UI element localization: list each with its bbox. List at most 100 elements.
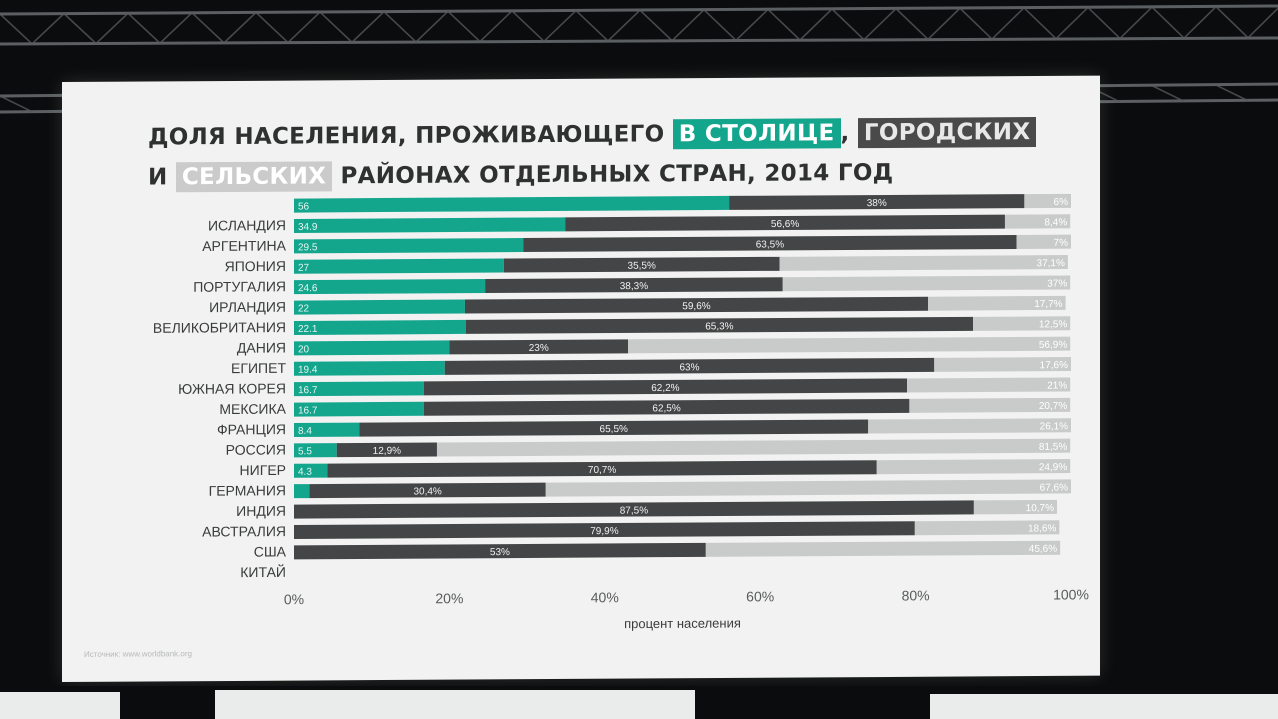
data-label-rural-сша: 45,6% (1029, 544, 1057, 555)
data-label-capital-мексика: 16.7 (298, 405, 318, 416)
data-label-urban-мексика: 62,5% (652, 403, 680, 414)
data-label-rural-португалия: 37% (1047, 278, 1067, 289)
bar-rural-top (1024, 193, 1072, 209)
data-label-capital-великобритания: 22.1 (298, 324, 318, 335)
data-label-capital-египет: 19.4 (298, 365, 318, 376)
data-label-urban-дания: 23% (529, 343, 549, 354)
data-label-urban-австралия: 79,9% (590, 526, 618, 537)
bar-rural-южная-корея (907, 377, 1071, 393)
x-tick-label-80: 80% (902, 587, 930, 603)
bar-urban-сша (294, 542, 706, 560)
bar-urban-дания (449, 339, 629, 355)
data-label-rural-дания: 56,9% (1039, 340, 1067, 351)
bar-capital-аргентина (294, 237, 524, 254)
data-label-urban-германия: 30,4% (413, 486, 441, 497)
data-label-capital-top: 56 (298, 201, 310, 212)
bar-urban-франция (359, 419, 869, 437)
bar-capital-ирландия (294, 299, 465, 315)
data-label-rural-ирландия: 17,7% (1034, 299, 1062, 310)
bar-rural-аргентина (1016, 234, 1071, 249)
x-tick-label-60: 60% (746, 588, 774, 604)
bar-urban-индия (294, 500, 974, 519)
data-label-urban-сша: 53% (490, 547, 510, 558)
data-label-urban-южная-корея: 62,2% (651, 383, 679, 394)
data-label-capital-нигер: 4.3 (298, 467, 312, 478)
category-label-египет: ЕГИПЕТ (231, 360, 286, 376)
data-label-capital-южная-корея: 16.7 (298, 385, 318, 396)
stage-floor (0, 686, 1278, 719)
bar-urban-великобритания (465, 316, 974, 334)
category-label-ирландия: ИРЛАНДИЯ (209, 299, 286, 315)
bar-urban-австралия (294, 521, 915, 539)
bar-capital-россия (294, 443, 337, 458)
bar-urban-южная-корея (423, 378, 908, 396)
category-label-австралия: АВСТРАЛИЯ (202, 523, 286, 540)
data-label-urban-япония: 35,5% (628, 261, 656, 272)
data-label-urban-египет: 63% (679, 362, 699, 373)
category-label-дания: ДАНИЯ (237, 339, 286, 355)
data-label-capital-дания: 20 (298, 344, 310, 355)
bar-urban-россия (336, 442, 437, 458)
bar-urban-нигер (327, 460, 877, 478)
bar-rural-великобритания (973, 316, 1071, 331)
bar-rural-сша (705, 540, 1061, 557)
bar-rural-ирландия (928, 295, 1066, 311)
data-label-capital-россия: 5.5 (298, 446, 312, 457)
data-label-rural-аргентина: 7% (1054, 238, 1069, 249)
bar-rural-португалия (782, 275, 1071, 292)
data-label-rural-египет: 17,6% (1040, 360, 1068, 371)
x-axis-label: процент населения (624, 615, 741, 631)
bar-urban-германия (309, 482, 546, 499)
bar-capital-дания (294, 340, 450, 356)
data-label-urban-top: 38% (867, 198, 887, 209)
bar-capital-германия (294, 484, 310, 499)
bar-rural-мексика (909, 397, 1071, 413)
data-label-rural-индия: 10,7% (1026, 503, 1054, 514)
x-tick-label-100: 100% (1053, 586, 1089, 602)
data-label-rural-австралия: 18,6% (1028, 523, 1056, 534)
category-label-россия: РОССИЯ (226, 441, 286, 457)
data-label-urban-исландия: 56,6% (771, 219, 799, 230)
bar-urban-аргентина (523, 234, 1017, 252)
source-note: Источник: www.worldbank.org (84, 649, 192, 659)
data-label-urban-франция: 65,5% (600, 424, 628, 435)
data-label-capital-ирландия: 22 (298, 303, 310, 314)
bar-urban-top (729, 194, 1025, 210)
data-label-urban-россия: 12,9% (373, 446, 401, 457)
data-label-rural-мексика: 20,7% (1039, 401, 1067, 412)
stacked-bar-chart: 56 38% 6% ИСЛАНДИЯ 34.9 56,6% 8,4% АРГЕНТИНА 29.… (153, 193, 1089, 631)
bar-capital-япония (294, 258, 504, 274)
data-label-urban-аргентина: 63,5% (756, 239, 784, 250)
bar-rural-австралия (914, 520, 1060, 536)
category-label-франция: ФРАНЦИЯ (217, 421, 286, 437)
category-label-португалия: ПОРТУГАЛИЯ (193, 278, 286, 295)
bar-rural-индия (973, 499, 1058, 515)
data-label-rural-нигер: 24,9% (1039, 462, 1067, 473)
data-label-urban-ирландия: 59,6% (682, 301, 710, 312)
data-label-capital-франция: 8.4 (298, 426, 312, 437)
presentation-slide: ДОЛЯ НАСЕЛЕНИЯ, ПРОЖИВАЮЩЕГО В СТОЛИЦЕ, … (62, 75, 1100, 683)
category-label-мексика: МЕКСИКА (219, 401, 286, 417)
bar-urban-япония (503, 256, 780, 273)
bar-capital-южная-корея (294, 381, 424, 397)
bar-capital-португалия (294, 279, 486, 295)
data-label-rural-япония: 37,1% (1037, 258, 1065, 269)
category-label-германия: ГЕРМАНИЯ (209, 482, 286, 498)
bar-capital-top (294, 195, 730, 213)
data-label-rural-исландия: 8,4% (1044, 217, 1067, 228)
bar-urban-египет (444, 357, 935, 375)
data-label-capital-исландия: 34.9 (298, 222, 318, 233)
data-label-urban-нигер: 70,7% (588, 465, 616, 476)
bar-capital-мексика (294, 401, 424, 417)
category-label-исландия: ИСЛАНДИЯ (208, 217, 286, 233)
bar-rural-нигер (876, 459, 1071, 475)
bar-capital-исландия (294, 217, 566, 233)
data-label-rural-франция: 26,1% (1040, 421, 1068, 432)
data-label-urban-индия: 87,5% (620, 505, 648, 516)
category-label-аргентина: АРГЕНТИНА (202, 237, 286, 254)
bar-rural-дания (628, 336, 1071, 354)
bar-rural-франция (868, 418, 1071, 434)
category-label-сша: США (254, 543, 287, 559)
x-tick-label-0: 0% (284, 591, 304, 607)
bar-capital-великобритания (294, 319, 466, 335)
